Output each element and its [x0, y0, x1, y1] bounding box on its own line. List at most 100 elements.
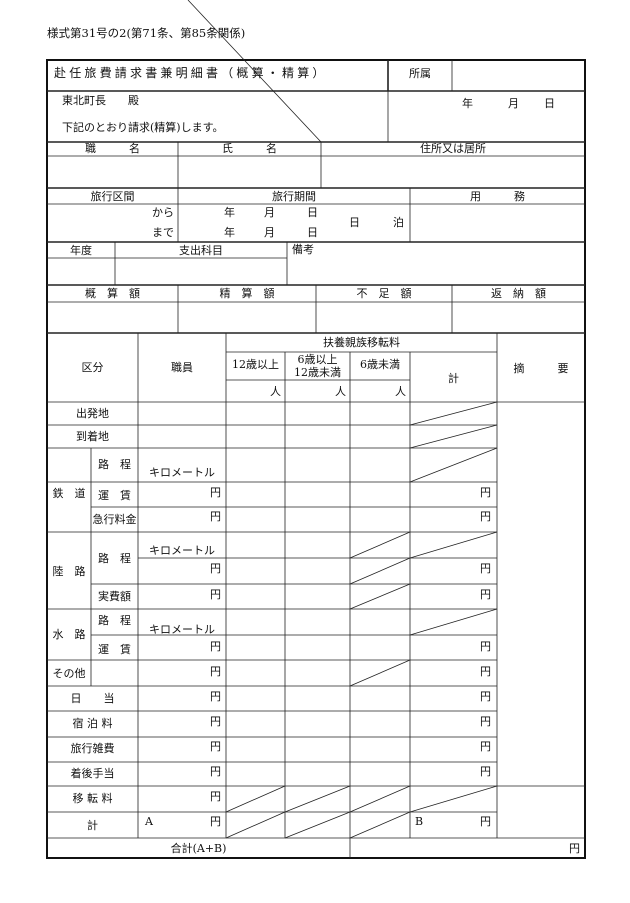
crossout-diagonal: [409, 401, 498, 426]
header-age-6-12-b: 12歳未満: [294, 366, 341, 379]
crossout-diagonal: [349, 785, 411, 813]
form-border: [46, 59, 586, 859]
header-estimate: 概 算 額: [85, 287, 140, 300]
header-travel-period: 旅行期間: [272, 190, 316, 203]
header-staff: 職員: [171, 361, 193, 374]
header-age-12-over: 12歳以上: [232, 358, 279, 371]
row-water-distance: 路 程: [98, 614, 131, 627]
grand-total-label: 合計(A+B): [170, 842, 227, 855]
header-summary: 摘 要: [513, 362, 569, 375]
yen-unit: 円: [210, 815, 221, 828]
header-expense-item: 支出科目: [179, 244, 223, 257]
day-label: 日: [307, 226, 318, 239]
row-departure: 出発地: [76, 407, 109, 420]
label-from: から: [152, 206, 174, 219]
crossout-diagonal: [409, 531, 498, 559]
row-arrival: 到着地: [76, 430, 109, 443]
row-land-distance: 路 程: [98, 552, 131, 565]
mark-b: B: [415, 815, 424, 828]
header-age-6-12: 6歳以上: [297, 353, 338, 366]
row-railway: 鉄 道: [52, 487, 86, 500]
row-land-actual: 実費額: [98, 590, 131, 603]
date-year: 年: [462, 97, 473, 110]
header-total: 計: [448, 372, 459, 385]
yen-unit: 円: [480, 640, 491, 653]
header-shortage: 不 足 額: [356, 287, 412, 300]
form-number: 様式第31号の2(第71条、第85条関係): [47, 26, 246, 40]
crossout-diagonal: [409, 785, 498, 813]
crossout-diagonal: [349, 811, 411, 839]
nights-label: 泊: [393, 216, 404, 229]
crossout-diagonal: [284, 811, 351, 839]
month-label: 月: [264, 226, 275, 239]
row-subtotal: 計: [87, 819, 98, 832]
person-unit: 人: [335, 385, 346, 398]
header-refund: 返 納 額: [491, 287, 546, 300]
yen-unit: 円: [210, 510, 221, 523]
row-relocation: 移 転 料: [72, 792, 113, 805]
days-label: 日: [349, 216, 360, 229]
yen-unit: 円: [480, 715, 491, 728]
form-title: 赴任旅費請求書兼明細書（概算・精算）: [54, 66, 328, 80]
grid-line: [187, 0, 322, 143]
yen-unit: 円: [480, 562, 491, 575]
date-month: 月: [508, 97, 519, 110]
header-settlement: 精 算 額: [219, 287, 275, 300]
affiliation-label: 所属: [409, 67, 431, 80]
km-unit: キロメートル: [149, 623, 215, 636]
header-category: 区分: [81, 361, 104, 374]
year-label: 年: [224, 226, 235, 239]
km-unit: キロメートル: [149, 466, 215, 479]
yen-unit: 円: [480, 665, 491, 678]
header-fiscal-year: 年度: [70, 244, 92, 257]
crossout-diagonal: [284, 785, 351, 813]
crossout-diagonal: [225, 785, 286, 813]
header-remarks: 備考: [292, 243, 314, 256]
crossout-diagonal: [349, 659, 411, 687]
mark-a: A: [145, 815, 153, 828]
yen-unit: 円: [210, 715, 221, 728]
yen-unit: 円: [480, 765, 491, 778]
person-unit: 人: [395, 385, 406, 398]
yen-unit: 円: [480, 690, 491, 703]
label-to: まで: [152, 226, 174, 239]
crossout-diagonal: [349, 583, 411, 610]
row-lodging: 宿 泊 料: [72, 717, 113, 730]
yen-unit: 円: [210, 665, 221, 678]
day-label: 日: [307, 206, 318, 219]
row-railway-distance: 路 程: [98, 458, 131, 471]
yen-unit: 円: [210, 562, 221, 575]
km-unit: キロメートル: [149, 544, 215, 557]
yen-unit: 円: [210, 765, 221, 778]
yen-unit: 円: [480, 740, 491, 753]
row-land: 陸 路: [52, 565, 86, 578]
addressee: 東北町長 殿: [62, 94, 139, 107]
header-position: 職 名: [85, 142, 140, 155]
crossout-diagonal: [409, 424, 498, 449]
year-label: 年: [224, 206, 235, 219]
header-family-transfer: 扶養親族移転料: [323, 336, 400, 349]
yen-unit: 円: [480, 588, 491, 601]
row-water-fare: 運 賃: [98, 643, 131, 656]
yen-unit: 円: [210, 690, 221, 703]
crossout-diagonal: [225, 811, 286, 839]
statement: 下記のとおり請求(精算)します。: [62, 121, 224, 134]
yen-unit: 円: [210, 486, 221, 499]
yen-unit: 円: [569, 842, 580, 855]
header-address: 住所又は居所: [420, 142, 486, 155]
yen-unit: 円: [480, 510, 491, 523]
row-misc: 旅行雑費: [70, 742, 115, 755]
date-day: 日: [544, 97, 555, 110]
header-name: 氏 名: [222, 142, 277, 155]
crossout-diagonal: [349, 557, 411, 585]
crossout-diagonal: [409, 608, 498, 636]
yen-unit: 円: [210, 640, 221, 653]
row-water: 水 路: [52, 628, 86, 641]
row-daily: 日 当: [70, 692, 115, 705]
header-business: 用 務: [470, 190, 525, 203]
crossout-diagonal: [409, 447, 498, 483]
row-other: その他: [52, 667, 86, 680]
row-railway-fare: 運 賃: [98, 489, 131, 502]
row-railway-express: 急行料金: [92, 513, 137, 526]
yen-unit: 円: [480, 815, 491, 828]
